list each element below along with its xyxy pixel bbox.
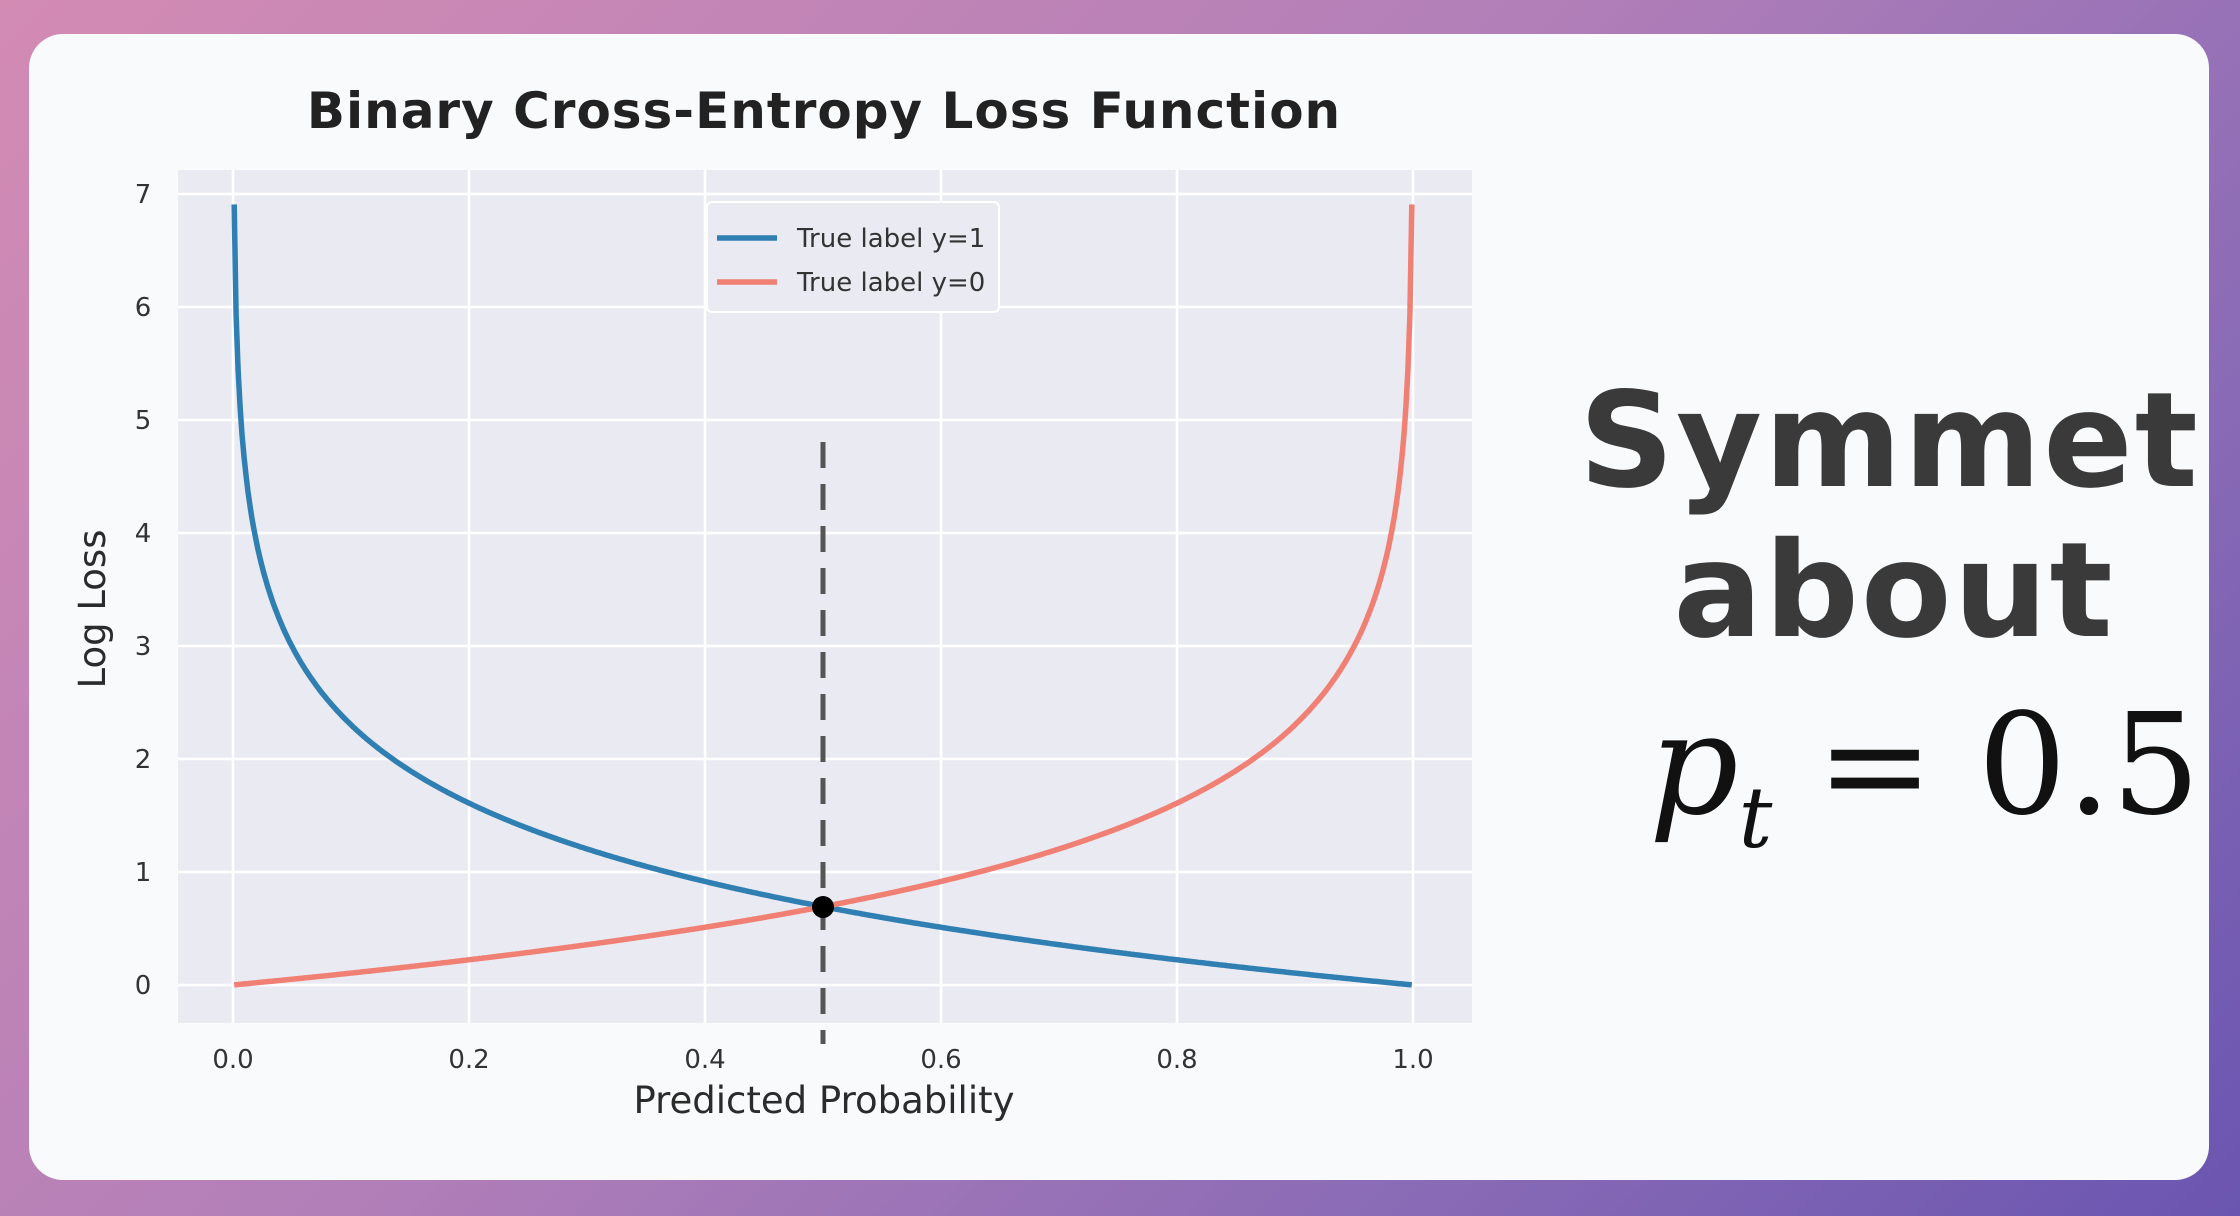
y-tick-label: 2 — [135, 745, 152, 775]
x-tick-label: 1.0 — [1392, 1045, 1433, 1075]
legend-label-1: True label y=1 — [796, 224, 985, 254]
formula-value: 0.5 — [1977, 684, 2201, 847]
slide-card: 0.0 0.2 0.4 0.6 0.8 1.0 0 1 2 3 4 5 6 7 True label y=1… — [29, 34, 2209, 1180]
y-tick-label: 5 — [135, 406, 152, 436]
y-tick-label: 6 — [135, 293, 152, 323]
annotation-formula: pt = 0.5 — [1649, 684, 2201, 867]
x-tick-label: 0.8 — [1156, 1045, 1197, 1075]
bce-loss-chart: 0.0 0.2 0.4 0.6 0.8 1.0 0 1 2 3 4 5 6 7 True label y=1… — [135, 170, 1472, 1075]
y-tick-label: 1 — [135, 858, 152, 888]
formula-subscript: t — [1738, 769, 1773, 867]
x-tick-label: 0.0 — [212, 1045, 253, 1075]
x-tick-label: 0.2 — [448, 1045, 489, 1075]
formula-variable: p — [1649, 684, 1739, 847]
annotation-line-1: Symmetric — [1579, 364, 2209, 518]
legend-box — [706, 201, 1000, 313]
intersection-point — [812, 896, 834, 919]
annotation-line-2: about — [1673, 514, 2115, 668]
y-tick-label: 0 — [135, 971, 152, 1001]
x-tick-label: 0.4 — [684, 1045, 725, 1075]
formula-equals: = — [1816, 684, 1934, 847]
y-tick-label: 7 — [135, 180, 152, 210]
x-tick-label: 0.6 — [920, 1045, 961, 1075]
y-tick-label: 3 — [135, 632, 152, 662]
chart-title: Binary Cross-Entropy Loss Function — [306, 82, 1342, 140]
y-axis-label: Log Loss — [71, 529, 114, 689]
y-tick-label: 4 — [135, 519, 152, 549]
legend-label-2: True label y=0 — [796, 268, 985, 298]
x-axis-label: Predicted Probability — [633, 1079, 1015, 1122]
